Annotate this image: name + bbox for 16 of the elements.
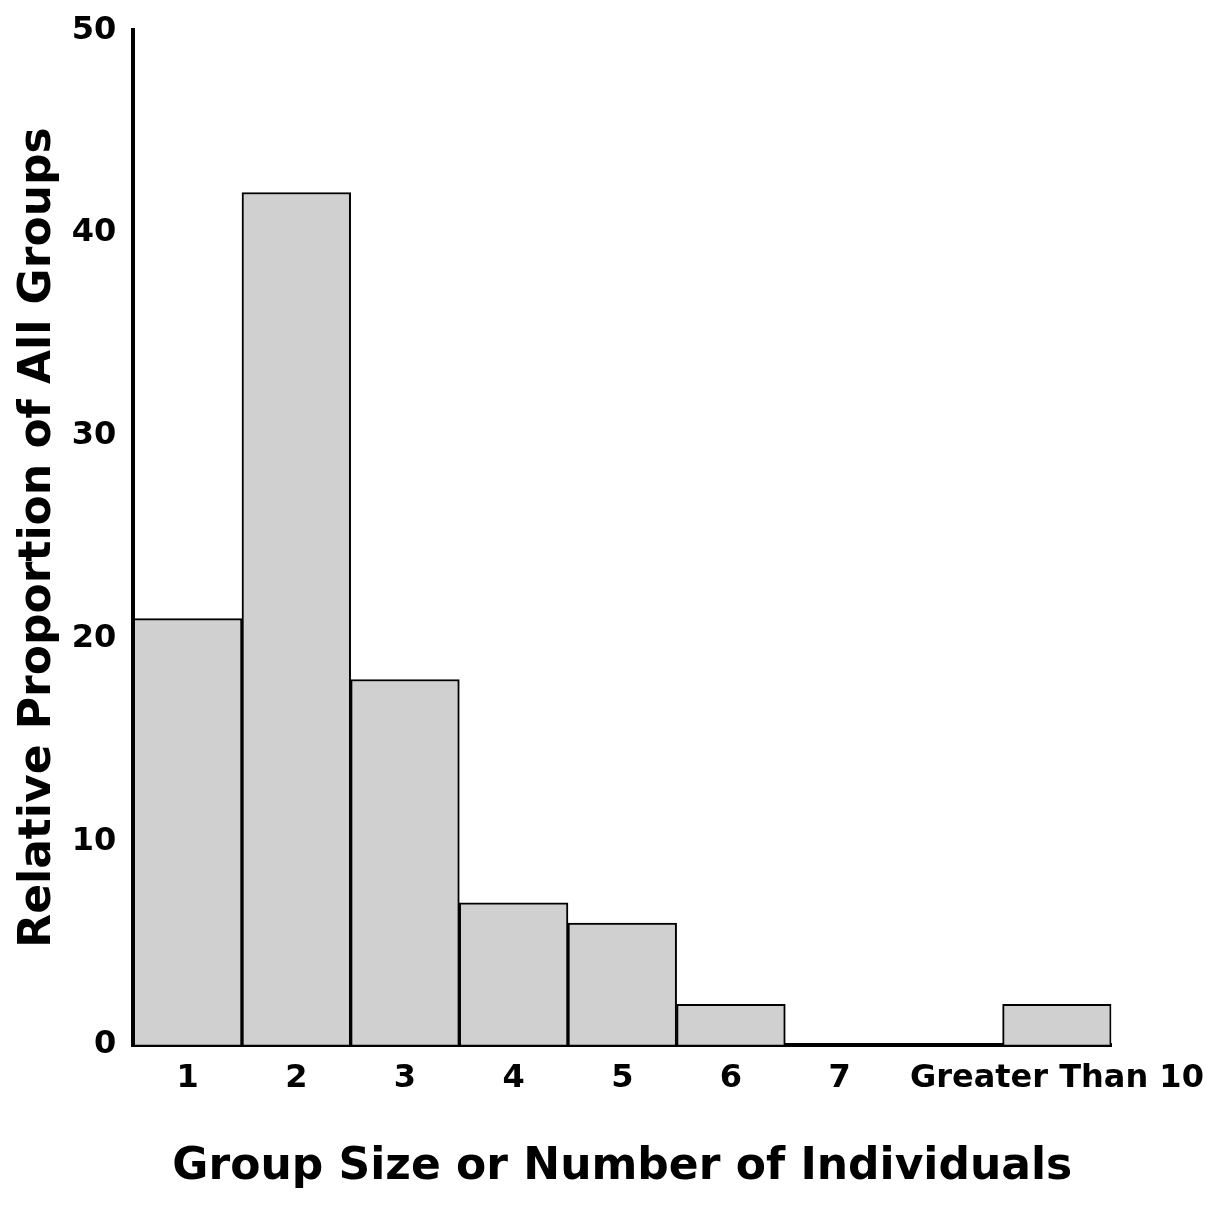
x-tick-label: 3 [393, 1057, 417, 1096]
x-tick-label: 2 [285, 1057, 308, 1096]
y-tick-label: 20 [71, 617, 117, 656]
y-tick-label: 30 [71, 414, 117, 453]
y-tick-label: 40 [71, 211, 117, 250]
y-tick-label: 10 [71, 820, 117, 859]
y-axis-title: Relative Proportion of All Groups [8, 127, 60, 948]
x-tick-label: 7 [828, 1057, 851, 1096]
x-tick-label: 4 [502, 1057, 525, 1096]
x-axis-title: Group Size or Number of Individuals [172, 1138, 1073, 1190]
y-tick-label: 0 [94, 1023, 117, 1062]
y-tick-label: 50 [71, 8, 117, 47]
x-tick-label: 1 [176, 1057, 199, 1096]
x-tick-label: 5 [611, 1057, 634, 1096]
x-tick-label: 6 [719, 1057, 743, 1096]
x-tick-label: Greater Than 10 [909, 1057, 1204, 1096]
